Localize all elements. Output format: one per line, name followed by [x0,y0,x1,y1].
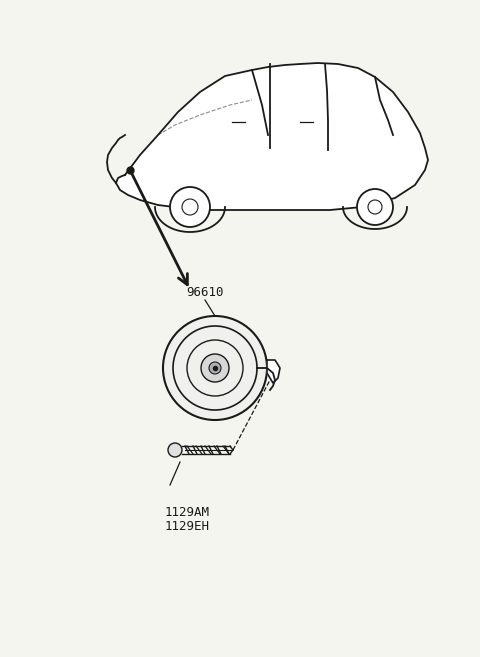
Circle shape [357,189,393,225]
Polygon shape [116,63,428,210]
Circle shape [163,316,267,420]
Text: 1129EH: 1129EH [165,520,210,533]
Polygon shape [267,360,280,383]
Circle shape [209,362,221,374]
Circle shape [201,354,229,382]
Circle shape [170,187,210,227]
Text: 1129AM: 1129AM [165,505,210,518]
Circle shape [168,443,182,457]
Text: 96610: 96610 [186,286,224,300]
